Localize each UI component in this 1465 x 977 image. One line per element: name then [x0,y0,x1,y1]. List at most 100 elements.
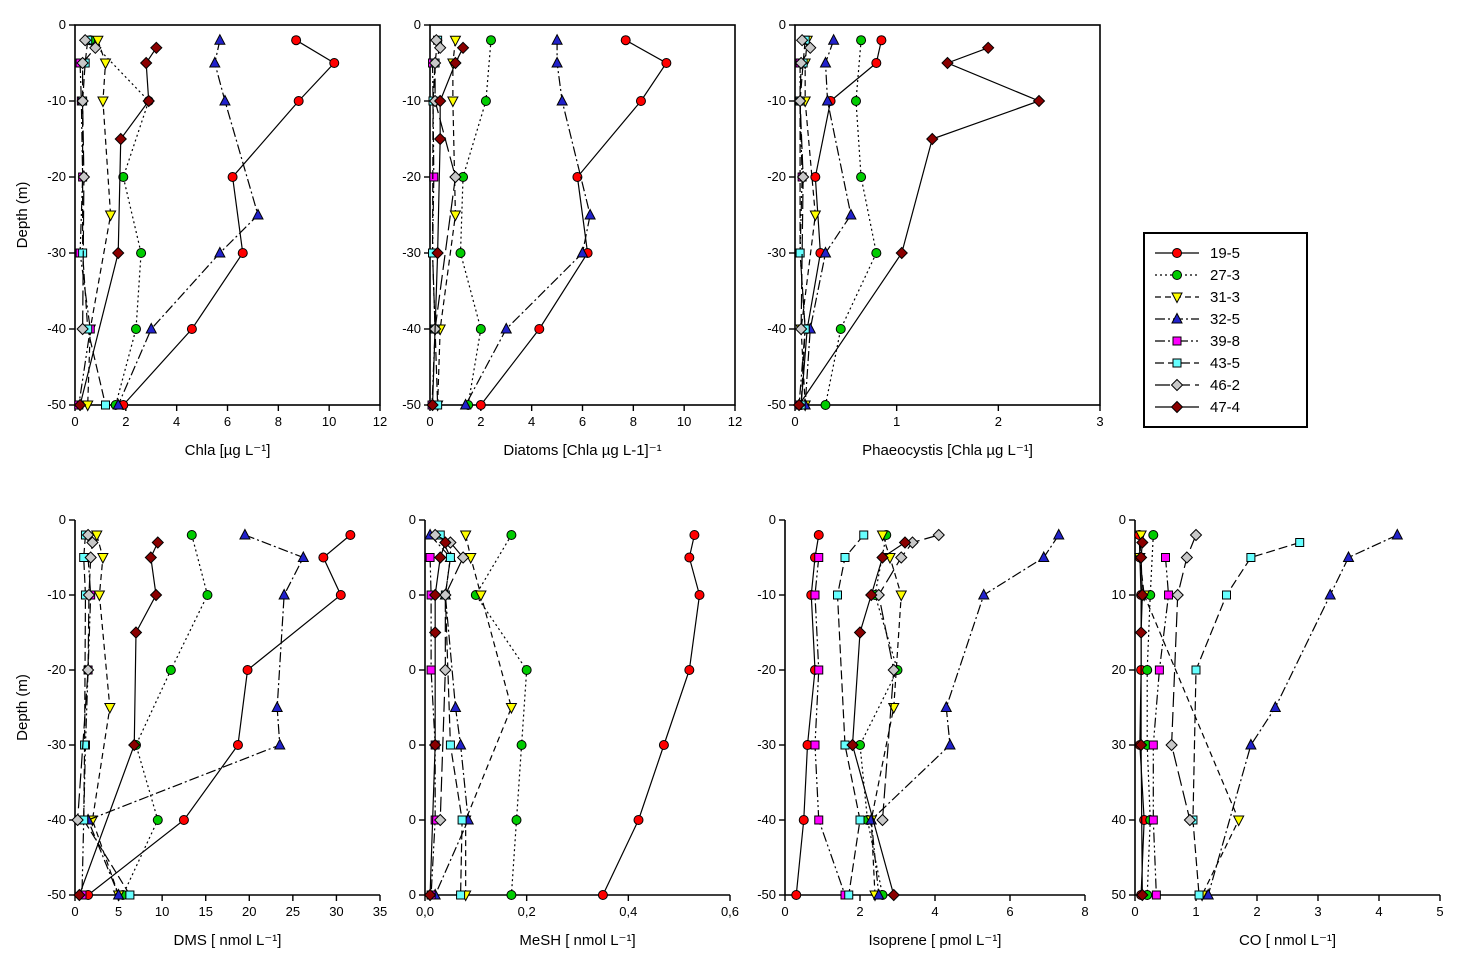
data-point-marker [237,248,248,258]
series-line [475,534,528,896]
series-line [122,39,336,406]
data-point-marker [76,94,89,108]
x-tick-label: 4 [173,414,180,429]
x-tick-label: 4 [931,904,938,919]
series-43-5 [833,530,869,900]
data-point-marker [112,398,125,410]
x-tick-label: 4 [528,414,535,429]
data-point-marker [796,170,810,184]
data-point-marker [865,588,878,602]
y-tick-label: -30 [47,245,66,260]
series-32-5 [82,528,310,900]
data-point-marker [335,590,346,600]
data-point-marker [449,210,462,222]
data-point-marker [136,248,147,258]
y-tick-label: -20 [757,662,776,677]
data-point-marker [73,888,86,902]
data-point-marker [1191,665,1201,675]
data-point-marker [551,33,563,45]
data-point-marker [71,813,84,827]
series-31-3 [81,35,117,412]
series-27-3 [470,530,532,900]
plot-axes [1134,520,1440,896]
data-point-marker [459,398,472,410]
data-point-marker [876,530,889,542]
data-point-marker [1189,528,1203,542]
x-tick-label: 8 [630,414,637,429]
series-line [859,534,899,896]
data-point-marker [232,740,243,750]
data-point-marker [1295,538,1305,547]
data-point-marker [81,528,95,542]
series-39-8 [810,553,850,900]
data-point-marker [208,56,221,68]
data-point-marker [178,815,189,825]
data-point-marker [853,626,867,639]
chart-dms: 0 5 10 15 20 25 30 35 0 -10 -20 -30 -40 -50 DMS [ nmol… [14,512,387,949]
series-31-3 [865,530,908,902]
x-axis-title: CO [ nmol L⁻¹] [1239,932,1336,949]
data-point-marker [104,210,117,222]
x-axis-title: Diatoms [Chla µg L-1]⁻¹ [503,442,661,459]
data-point-marker [794,56,808,70]
data-point-marker [433,132,447,146]
data-point-marker [835,324,846,334]
series-line [81,557,92,896]
data-point-marker [1172,358,1182,368]
data-point-marker [318,552,329,563]
x-tick-label: 5 [115,904,122,919]
y-tick-label: -10 [767,93,786,108]
x-axis-title: Isoprene [ pmol L⁻¹] [869,932,1002,949]
data-point-marker [431,246,444,260]
x-axis-title: DMS [ nmol L⁻¹] [174,932,282,949]
series-32-5 [1202,528,1404,900]
series-line [429,557,436,896]
data-point-marker [851,96,861,106]
x-tick-label: 1 [1192,904,1199,919]
data-point-marker [887,888,900,902]
data-point-marker [433,41,447,55]
y-tick-label: 20 [1112,662,1126,677]
x-tick-label: 0 [791,414,798,429]
data-point-marker [871,248,882,258]
series-31-3 [431,35,462,412]
data-point-marker [1148,530,1159,540]
data-point-marker [112,888,125,900]
data-point-marker [810,590,820,600]
data-point-marker [944,738,956,750]
legend-label: 46-2 [1210,376,1241,394]
data-point-marker [819,56,832,68]
data-point-marker [73,398,87,412]
data-point-marker [101,400,110,410]
data-point-marker [456,890,466,900]
x-tick-label: 0 [781,904,788,919]
data-point-marker [76,56,89,70]
data-point-marker [433,94,447,108]
series-line [87,534,351,896]
series-line [78,62,91,406]
data-point-marker [186,530,197,540]
data-point-marker [981,41,995,55]
legend-sample-triangle-up-icon [1155,312,1199,324]
series-line [91,534,120,896]
data-point-marker [81,663,95,677]
data-point-marker [149,588,163,602]
y-tick-label: 0 [409,812,416,827]
data-point-marker [840,553,850,562]
series-31-3 [459,530,518,902]
data-point-marker [814,665,824,675]
legend-sample-square-icon [1155,358,1199,368]
data-point-marker [76,322,89,336]
series-line [465,40,591,406]
data-point-marker [456,41,470,55]
data-point-marker [1154,665,1164,675]
y-tick-label: -30 [402,245,421,260]
legend-item-19-5: 19-5 [1153,242,1298,264]
data-point-marker [142,94,155,108]
series-39-8 [1148,553,1174,900]
series-19-5 [475,35,672,410]
y-tick-label: -20 [767,169,786,184]
data-point-marker [1172,270,1182,280]
